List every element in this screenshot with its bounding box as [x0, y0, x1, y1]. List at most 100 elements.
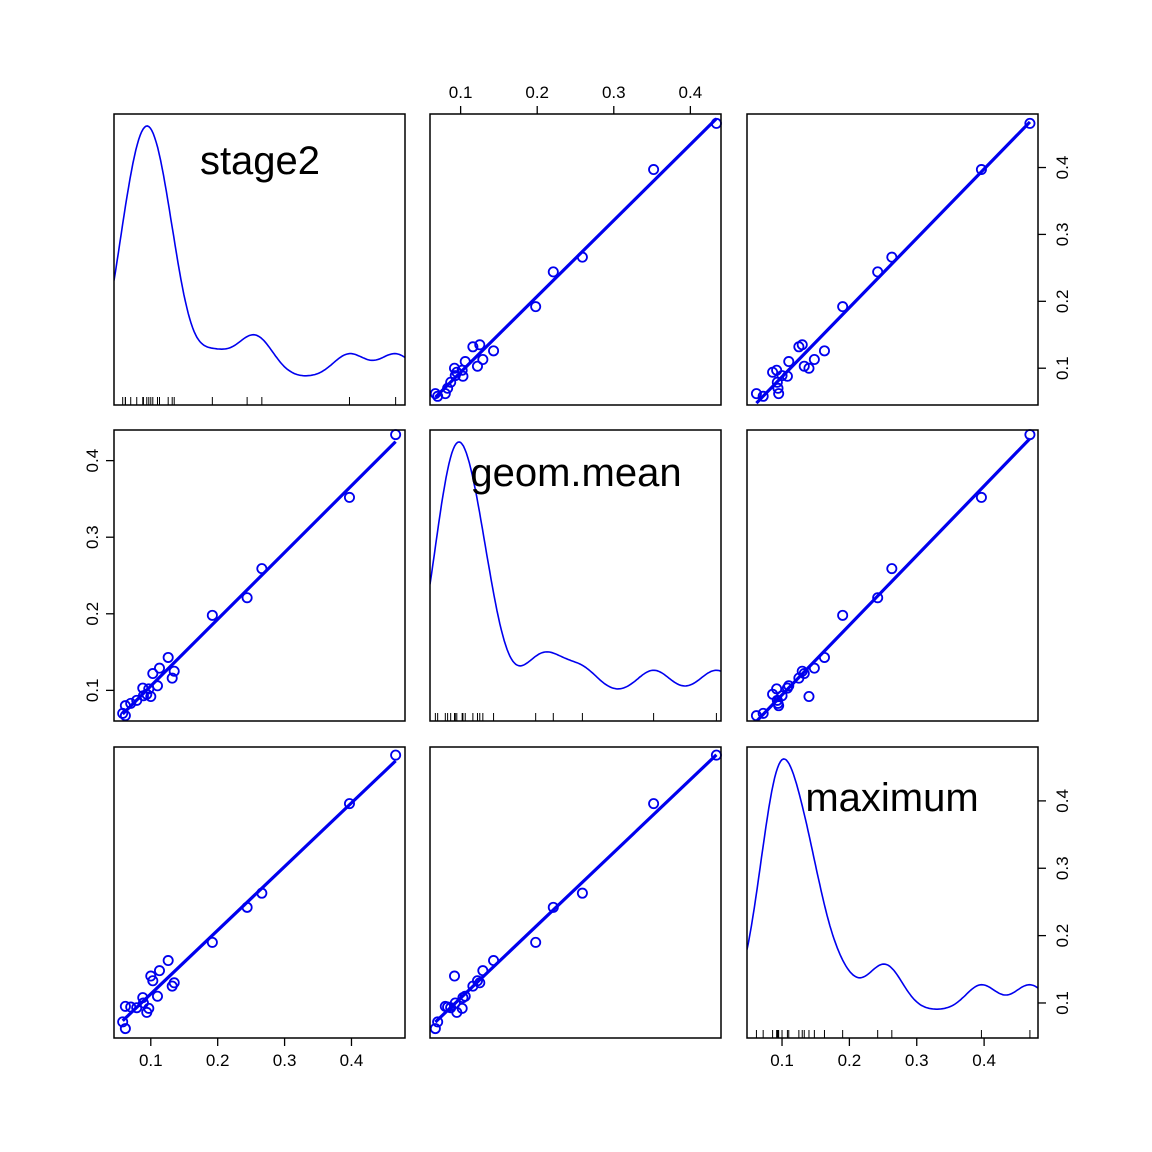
x-tick-label: 0.3: [602, 83, 626, 102]
panel-maximum-vs-maximum: maximum 0.1 0.2 0.3 0.4 0.1 0.2 0.3 0.4: [746, 746, 1072, 1070]
point-geom.mean-vs-stage2-19: [343, 491, 355, 503]
point-geom.mean-vs-stage2-3: [125, 697, 137, 709]
point-stage2-vs-geom.mean-16: [530, 301, 542, 313]
fit-line-maximum-vs-geom.mean: [434, 753, 718, 1024]
y-tick-label: 0.1: [1053, 991, 1072, 1015]
y-tick-label: 0.2: [1053, 924, 1072, 948]
point-geom.mean-vs-stage2-15: [168, 665, 180, 677]
panel-frame: [746, 429, 1039, 722]
point-geom.mean-vs-stage2-16: [206, 609, 218, 621]
point-maximum-vs-stage2-12: [153, 965, 165, 977]
point-maximum-vs-geom.mean-2: [429, 1023, 441, 1035]
point-maximum-vs-geom.mean-13: [488, 955, 500, 967]
point-stage2-vs-geom.mean-18: [576, 251, 588, 263]
density-curve-stage2: [114, 125, 405, 377]
point-stage2-vs-geom.mean-19: [648, 164, 660, 176]
point-maximum-vs-stage2-8: [143, 1002, 155, 1014]
point-maximum-vs-geom.mean-12: [477, 965, 489, 977]
y-tick-label: 0.1: [1053, 356, 1072, 380]
point-maximum-vs-geom.mean-16: [530, 936, 542, 948]
fit-line-maximum-vs-stage2: [121, 759, 397, 1022]
point-stage2-vs-geom.mean-3: [442, 382, 454, 394]
point-geom.mean-vs-maximum-2: [750, 710, 762, 722]
x-tick-label: 0.1: [770, 1051, 794, 1070]
point-maximum-vs-stage2-13: [162, 955, 174, 967]
panel-frame: [746, 113, 1039, 406]
x-tick-label: 0.2: [838, 1051, 862, 1070]
point-maximum-vs-geom.mean-9: [449, 970, 461, 982]
point-maximum-vs-geom.mean-19: [648, 798, 660, 810]
x-tick-label: 0.4: [972, 1051, 996, 1070]
point-geom.mean-vs-stage2-2: [119, 710, 131, 722]
point-stage2-vs-maximum-2: [750, 388, 762, 400]
y-tick-label: 0.2: [1053, 289, 1072, 313]
point-stage2-vs-maximum-3: [772, 382, 784, 394]
fit-line-stage2-vs-maximum: [755, 120, 1032, 405]
panel-frame: [113, 113, 406, 406]
panel-geom.mean-vs-maximum: [746, 429, 1039, 722]
point-maximum-vs-stage2-1: [119, 1000, 131, 1012]
density-curve-maximum: [747, 758, 1038, 1010]
point-stage2-vs-maximum-13: [818, 345, 830, 357]
y-tick-label: 0.2: [83, 602, 102, 626]
point-stage2-vs-maximum-12: [808, 354, 820, 366]
point-stage2-vs-maximum-19: [975, 164, 987, 176]
y-tick-label: 0.1: [83, 679, 102, 703]
y-tick-label: 0.4: [83, 449, 102, 473]
point-stage2-vs-maximum-6: [781, 370, 793, 382]
panel-stage2-vs-geom.mean: 0.1 0.2 0.3 0.4: [429, 83, 722, 406]
point-geom.mean-vs-maximum-16: [837, 609, 849, 621]
point-stage2-vs-maximum-10: [798, 360, 810, 372]
x-tick-label: 0.4: [340, 1051, 364, 1070]
point-maximum-vs-geom.mean-15: [474, 977, 486, 989]
point-stage2-vs-maximum-11: [783, 356, 795, 368]
point-maximum-vs-stage2-3: [125, 1001, 137, 1013]
x-tick-label: 0.3: [273, 1051, 297, 1070]
point-stage2-vs-maximum-0: [757, 390, 769, 402]
point-maximum-vs-stage2-20: [390, 749, 402, 761]
point-maximum-vs-geom.mean-17: [547, 901, 559, 913]
y-tick-label: 0.3: [83, 525, 102, 549]
panel-stage2-vs-maximum: 0.1 0.2 0.3 0.4: [746, 113, 1072, 406]
panel-frame: [429, 746, 722, 1039]
point-stage2-vs-geom.mean-12: [477, 354, 489, 366]
point-geom.mean-vs-maximum-11: [783, 680, 795, 692]
point-stage2-vs-geom.mean-10: [471, 360, 483, 372]
point-geom.mean-vs-stage2-9: [145, 690, 157, 702]
point-maximum-vs-stage2-17: [241, 901, 253, 913]
point-geom.mean-vs-stage2-20: [390, 429, 402, 441]
fit-line-geom.mean-vs-maximum: [755, 437, 1032, 721]
point-geom.mean-vs-stage2-10: [147, 668, 159, 680]
point-geom.mean-vs-stage2-12: [153, 662, 165, 674]
point-geom.mean-vs-maximum-0: [757, 707, 769, 719]
point-maximum-vs-stage2-6: [137, 992, 149, 1004]
variable-label-maximum: maximum: [805, 776, 978, 820]
fit-line-geom.mean-vs-stage2: [121, 440, 397, 716]
point-stage2-vs-maximum-18: [886, 251, 898, 263]
point-stage2-vs-geom.mean-9: [449, 362, 461, 374]
point-geom.mean-vs-maximum-15: [796, 665, 808, 677]
point-stage2-vs-geom.mean-15: [474, 339, 486, 351]
point-maximum-vs-stage2-19: [343, 798, 355, 810]
x-tick-label: 0.2: [206, 1051, 230, 1070]
panel-frame: [746, 746, 1039, 1039]
panel-maximum-vs-stage2: 0.1 0.2 0.3 0.4: [113, 746, 406, 1070]
point-stage2-vs-maximum-15: [796, 339, 808, 351]
point-geom.mean-vs-stage2-14: [166, 672, 178, 684]
point-maximum-vs-stage2-11: [151, 990, 163, 1002]
point-geom.mean-vs-stage2-13: [162, 651, 174, 663]
point-geom.mean-vs-maximum-19: [975, 491, 987, 503]
point-geom.mean-vs-maximum-13: [818, 651, 830, 663]
point-stage2-vs-geom.mean-11: [459, 356, 471, 368]
panel-stage2-vs-stage2: stage2: [113, 113, 406, 406]
y-tick-label: 0.3: [1053, 223, 1072, 247]
point-maximum-vs-geom.mean-11: [459, 990, 471, 1002]
y-tick-label: 0.4: [1053, 789, 1072, 813]
point-geom.mean-vs-maximum-8: [771, 683, 783, 695]
panel-frame: [113, 746, 406, 1039]
point-geom.mean-vs-stage2-17: [241, 592, 253, 604]
panel-geom.mean-vs-geom.mean: geom.mean: [429, 429, 722, 722]
point-maximum-vs-geom.mean-0: [432, 1016, 444, 1028]
point-maximum-vs-stage2-16: [206, 936, 218, 948]
